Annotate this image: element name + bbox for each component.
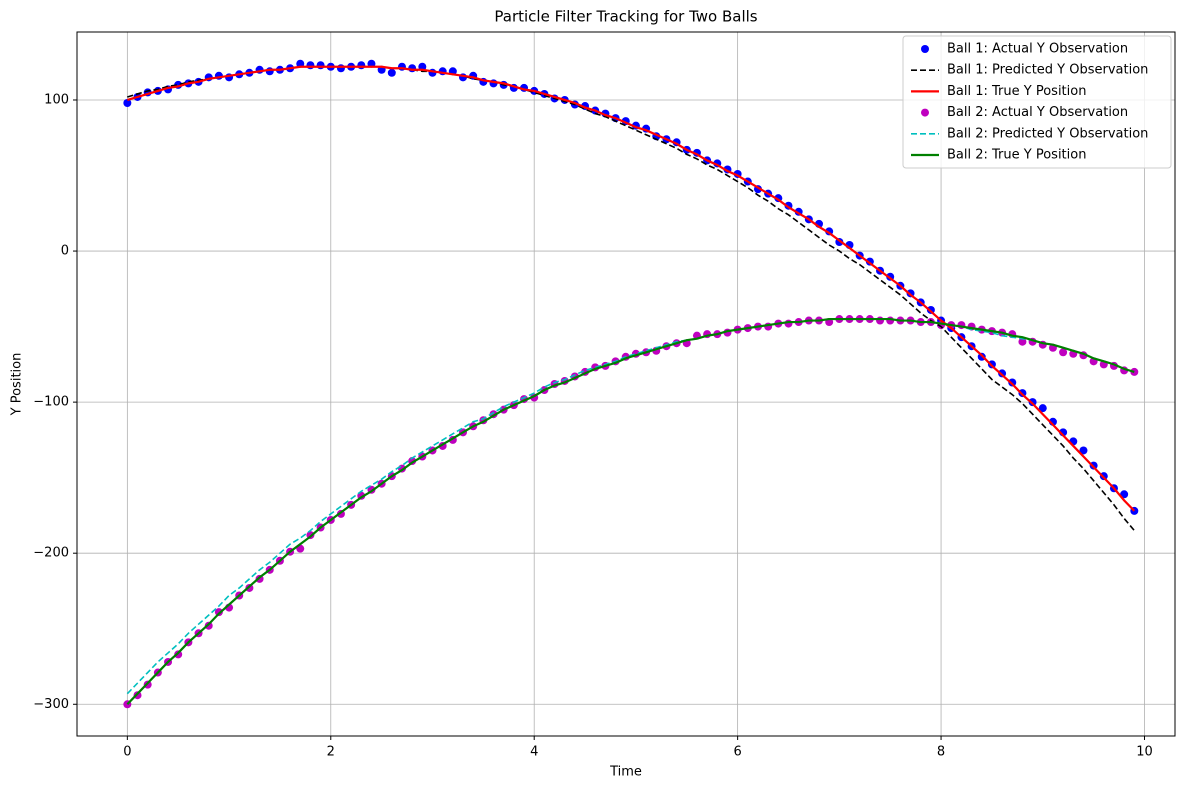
- legend-label: Ball 1: True Y Position: [947, 84, 1086, 99]
- legend-label: Ball 1: Actual Y Observation: [947, 42, 1128, 57]
- data-point: [1059, 348, 1068, 357]
- y-tick-label: −200: [33, 546, 69, 561]
- data-point: [1028, 398, 1037, 407]
- x-tick-label: 6: [733, 745, 741, 760]
- legend-swatch: [921, 45, 929, 53]
- y-axis-label: Y Position: [10, 353, 25, 417]
- series-line: [127, 65, 1135, 532]
- x-tick-label: 0: [123, 745, 131, 760]
- data-point: [387, 68, 396, 77]
- plot-frame: [76, 31, 1176, 737]
- data-point: [336, 64, 345, 73]
- data-point: [1079, 446, 1088, 455]
- data-point: [123, 99, 132, 108]
- legend-label: Ball 2: Actual Y Observation: [947, 105, 1128, 120]
- series-line: [127, 65, 1136, 512]
- legend-label: Ball 2: True Y Position: [947, 148, 1086, 163]
- y-tick-label: −100: [33, 395, 69, 410]
- x-tick-label: 2: [327, 745, 335, 760]
- data-point: [1130, 367, 1139, 376]
- legend: Ball 1: Actual Y Observation Ball 1: Pred…: [902, 35, 1172, 169]
- legend-swatch: [921, 108, 929, 117]
- data-point: [214, 608, 223, 617]
- x-axis-label: Time: [609, 765, 642, 780]
- data-point: [876, 316, 885, 325]
- data-point: [1038, 404, 1047, 413]
- x-tick-label: 4: [530, 745, 538, 760]
- y-tick-label: 100: [44, 92, 69, 107]
- data-point: [306, 61, 315, 70]
- data-point: [316, 61, 325, 70]
- chart-title: Particle Filter Tracking for Two Balls: [494, 8, 757, 26]
- y-tick-label: 0: [61, 244, 69, 259]
- series-line: [126, 318, 1135, 695]
- y-tick-label: −300: [33, 697, 69, 712]
- x-tick-label: 10: [1136, 745, 1153, 760]
- series-line: [126, 317, 1135, 706]
- legend-box: [902, 35, 1172, 169]
- x-tick-label: 8: [937, 745, 945, 760]
- legend-label: Ball 2: Predicted Y Observation: [947, 126, 1148, 141]
- legend-label: Ball 1: Predicted Y Observation: [947, 63, 1148, 78]
- data-point: [1008, 378, 1017, 387]
- data-point: [357, 61, 366, 70]
